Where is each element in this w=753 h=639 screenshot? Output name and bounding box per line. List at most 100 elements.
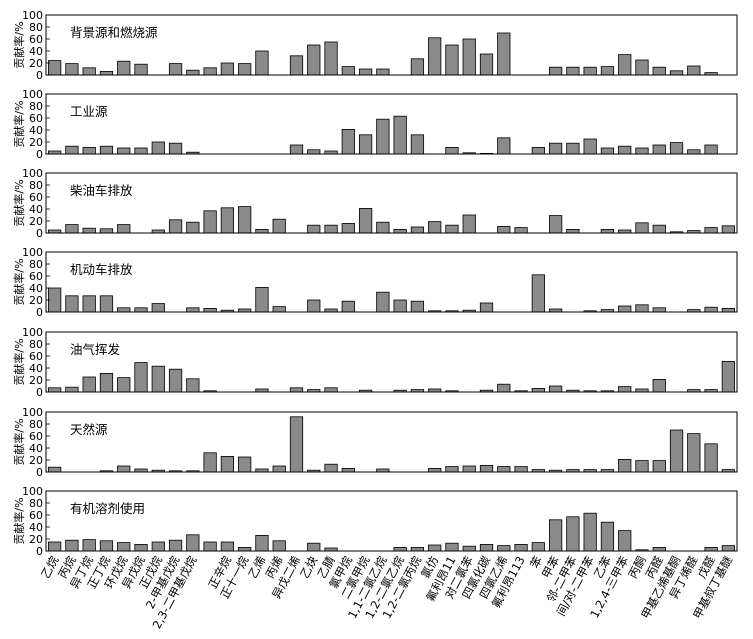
y-tick-label: 60 [29, 191, 43, 204]
bar [289, 416, 304, 473]
y-tick-label: 0 [36, 148, 43, 161]
bar [479, 53, 494, 76]
panel-frame [45, 14, 738, 76]
bar [99, 71, 114, 76]
bar [117, 147, 131, 155]
y-tick-label: 60 [29, 509, 43, 522]
bar [238, 547, 252, 552]
bar [48, 287, 62, 313]
bar [307, 224, 321, 234]
bar [462, 214, 476, 234]
bar [255, 535, 269, 552]
bar [255, 228, 269, 234]
panel-title: 背景源和燃烧源 [70, 25, 158, 40]
bar [445, 466, 459, 473]
bar [238, 63, 252, 76]
y-axis-label: 贡献率/% [12, 497, 26, 544]
y-tick-label: 60 [29, 270, 43, 283]
bar [618, 530, 632, 552]
bar [341, 66, 355, 76]
y-tick-label: 20 [29, 136, 43, 149]
bar [272, 218, 286, 234]
bar [428, 544, 442, 552]
bar [99, 372, 114, 393]
bar [203, 307, 217, 313]
bar [462, 545, 476, 552]
x-tick-label: 乙烯 [245, 554, 268, 581]
bar [618, 386, 632, 393]
bar [548, 142, 563, 155]
bar [341, 300, 355, 313]
y-tick-label: 40 [29, 521, 43, 534]
x-tick-label: 丙酮 [625, 554, 648, 581]
bar [220, 455, 235, 473]
bar [462, 38, 476, 76]
bar [358, 68, 373, 76]
bar [168, 368, 183, 393]
bar [635, 460, 649, 473]
bar [393, 299, 407, 313]
bar [48, 387, 62, 393]
y-tick-label: 20 [29, 454, 43, 467]
bar [238, 456, 252, 473]
bar [117, 542, 131, 552]
bar [186, 307, 200, 313]
bar [341, 128, 355, 155]
panel-frame [45, 411, 738, 473]
bar [721, 225, 735, 234]
bar [704, 227, 718, 234]
panel-title: 天然源 [70, 422, 108, 437]
bar [82, 146, 96, 155]
bar [583, 512, 597, 552]
bar [479, 464, 494, 473]
y-tick-label: 60 [29, 430, 43, 443]
bar [220, 541, 235, 552]
y-tick-label: 40 [29, 203, 43, 216]
bar [203, 67, 217, 76]
bar [186, 69, 200, 76]
bar [376, 68, 390, 76]
bar [65, 295, 79, 313]
y-tick-label: 80 [29, 338, 43, 351]
bar [548, 215, 563, 234]
bar [324, 224, 338, 234]
y-tick-label: 0 [36, 306, 43, 319]
bar [704, 144, 718, 155]
y-tick-label: 40 [29, 442, 43, 455]
bar [531, 274, 545, 313]
y-tick-label: 20 [29, 57, 43, 70]
y-tick-label: 80 [29, 179, 43, 192]
bar [531, 146, 545, 155]
bar [479, 302, 494, 313]
bar [635, 59, 649, 76]
bar [548, 519, 563, 552]
y-axis-label: 贡献率/% [12, 418, 26, 465]
panel-title: 柴油车排放 [70, 183, 133, 198]
bar [151, 541, 165, 552]
bar [687, 65, 701, 76]
y-tick-label: 0 [36, 386, 43, 399]
bar [324, 463, 338, 473]
y-tick-label: 100 [22, 326, 43, 339]
bar [65, 224, 79, 234]
bar [203, 452, 217, 473]
bar [583, 138, 597, 155]
bar [497, 383, 511, 393]
bar [618, 305, 632, 313]
bar [428, 467, 442, 473]
panel-frame [45, 331, 738, 393]
bar [721, 545, 735, 552]
bar [652, 460, 666, 473]
bar [82, 227, 96, 234]
bar [652, 224, 666, 234]
bar [358, 134, 373, 155]
bar [220, 62, 235, 76]
y-tick-label: 100 [22, 406, 43, 419]
bar [168, 142, 183, 155]
bar [151, 141, 165, 155]
bar [82, 67, 96, 76]
bar [186, 378, 200, 393]
